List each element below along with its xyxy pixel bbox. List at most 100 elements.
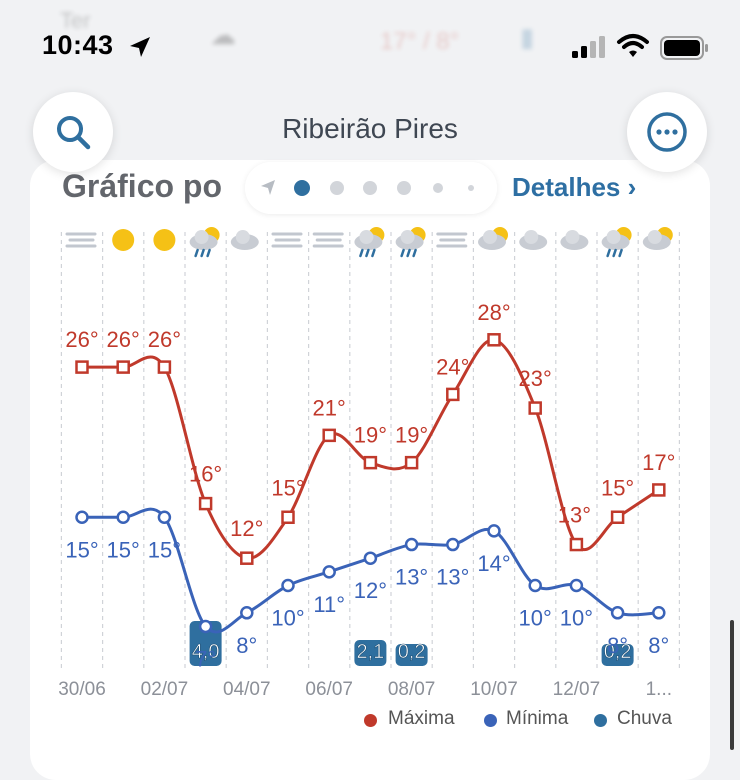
min-temp-point [116,510,130,524]
max-temp-point [157,360,172,374]
rain-bar-label: 0,2 [398,641,426,663]
max-temp-label: 24° [436,354,469,379]
min-temp-label: 15° [148,537,181,562]
max-temp-label: 17° [642,450,675,475]
max-temp-point [528,401,542,415]
max-temp-label: 19° [395,423,428,448]
status-bar: 10:43 [0,0,740,90]
page-dot [468,185,474,191]
min-temp-label: 15° [107,537,140,562]
cloud-icon [606,230,621,244]
min-temp-label: 15° [65,537,98,562]
chart-card [30,160,710,780]
min-temp-label: 8° [648,633,669,658]
min-temp-label: 7° [195,646,216,671]
sun-icon [153,229,176,251]
page-dot-active [294,180,310,196]
max-temp-point [116,360,130,374]
details-link[interactable]: Detalhes › [512,172,636,203]
min-temp-point [610,606,625,620]
min-temp-point [75,510,89,524]
max-temp-point [75,360,89,374]
page-dot [330,181,344,195]
scrollbar[interactable] [730,620,734,750]
page-indicator[interactable] [245,162,497,214]
rain-drop-icon [412,248,417,258]
legend-max-label: Máxima [388,708,455,729]
rain-bar-label: 4,0 [192,641,220,663]
max-temp-label: 23° [519,366,552,391]
location-arrow-icon [261,180,275,195]
min-temp-point [240,606,254,620]
cloud-icon [235,230,250,244]
max-temp-label: 21° [313,395,346,420]
cloud-icon [483,230,497,244]
max-temp-point [487,333,501,347]
min-temp-point [487,524,501,538]
card-title: Gráfico po [62,168,223,204]
min-temp-point [446,537,460,552]
background-forecast-row: Ter ☁ 17° / 8° ▮ [60,8,535,55]
x-tick-label: 08/07 [388,679,436,700]
min-temp-label: 13° [395,565,428,590]
max-temp-point [610,510,625,524]
min-temp-point [157,510,172,524]
x-tick-label: 06/07 [305,679,353,700]
x-tick-label: 10/07 [470,679,518,700]
rain-drop-icon [606,248,611,258]
rain-drop-icon [371,248,376,258]
cloud-icon [524,230,539,244]
min-temp-label: 12° [354,578,387,603]
legend-rain-label: Chuva [617,708,672,729]
rain-bar-label: 0,2 [604,641,632,663]
battery-icon [660,36,708,60]
rain-bar [395,644,428,666]
max-temp-point [363,455,378,470]
rain-drop-icon [359,248,364,258]
min-temp-label: 10° [519,606,552,631]
min-temp-point [281,578,295,593]
cloud-icon [647,230,662,244]
max-temp-point [322,428,336,443]
rain-drop-icon [194,248,199,258]
search-button[interactable] [33,92,113,172]
cellular-signal-icon [572,36,605,58]
rain-drop-icon [200,248,205,258]
x-tick-label: 04/07 [223,679,271,700]
cloud-icon [194,230,209,244]
clock-time: 10:43 [42,30,114,60]
legend-min-label: Mínima [506,708,569,729]
min-temp-point [569,578,584,593]
max-temp-label: 19° [354,423,387,448]
min-temp-point [322,565,336,579]
max-temp-point [198,496,213,511]
rain-drop-icon [206,248,211,258]
max-temp-point [240,551,254,565]
more-options-icon [647,112,687,152]
city-title: Ribeirão Pires [282,113,458,144]
legend-min-swatch [484,714,497,727]
min-temp-label: 10° [560,606,593,631]
min-temp-point [198,619,213,634]
page-dot [433,183,443,193]
rain-drop-icon [406,248,411,258]
more-options-button[interactable] [627,92,707,172]
rain-drop-icon [618,248,623,258]
max-temp-label: 16° [189,462,222,487]
sun-icon [112,229,135,251]
x-tick-label: 1... [646,679,672,700]
max-temp-point [446,387,460,402]
legend-max-swatch [364,714,377,727]
page-dots [261,180,474,196]
max-temp-label: 26° [107,327,140,352]
cloud-icon [565,230,580,244]
rain-drop-icon [612,248,617,258]
max-temp-label: 15° [601,475,634,500]
max-temp-label: 12° [230,516,263,541]
max-temp-point [569,537,584,552]
max-temp-point [652,483,666,497]
min-temp-point [528,578,542,593]
rain-drop-icon [365,248,370,258]
page-dot [363,181,377,195]
page-dot [397,181,411,195]
